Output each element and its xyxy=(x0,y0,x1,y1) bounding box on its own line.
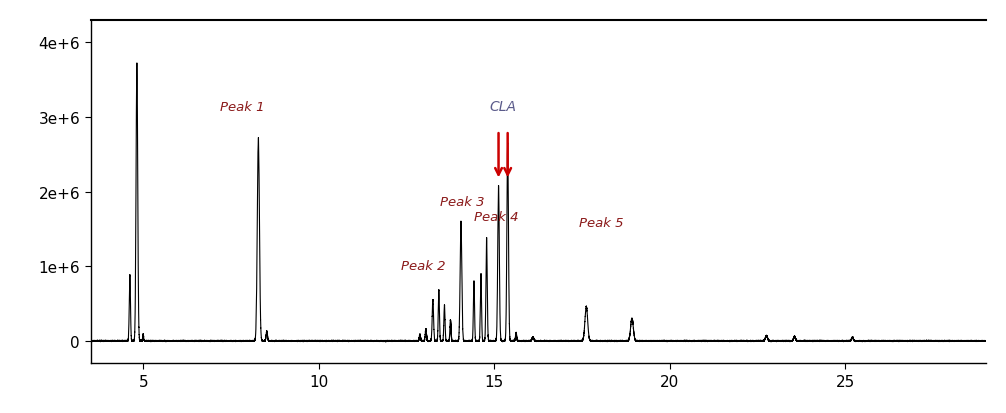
Text: CLA: CLA xyxy=(490,100,517,114)
Text: Peak 1: Peak 1 xyxy=(220,101,265,114)
Text: Peak 2: Peak 2 xyxy=(401,259,446,273)
Text: Peak 3: Peak 3 xyxy=(440,195,485,209)
Text: Peak 4: Peak 4 xyxy=(474,210,518,223)
Text: Peak 5: Peak 5 xyxy=(579,216,624,229)
